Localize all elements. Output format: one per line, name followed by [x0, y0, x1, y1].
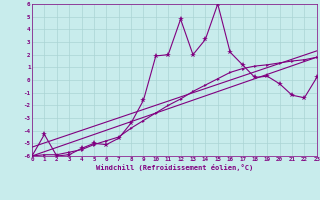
X-axis label: Windchill (Refroidissement éolien,°C): Windchill (Refroidissement éolien,°C): [96, 164, 253, 171]
